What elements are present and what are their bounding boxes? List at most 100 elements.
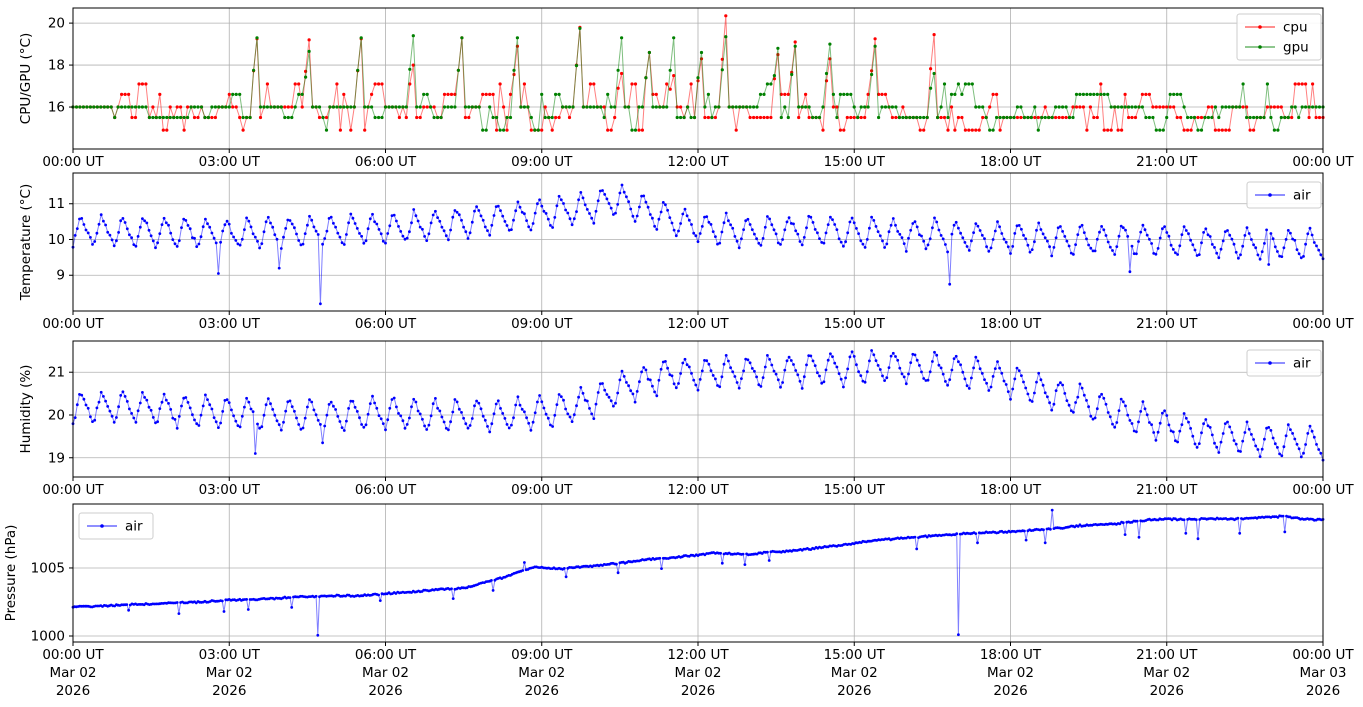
legend-marker-sample — [1258, 25, 1262, 29]
legend-air-temperature: air — [1246, 181, 1322, 209]
legend-label: air — [125, 519, 143, 535]
x-tick-date: Mar 02 — [831, 665, 878, 681]
panel-air-temperature: 00:00 UT 03:00 UT 06:00 UT 09:00 UT 12:00 UT… — [18, 172, 1354, 332]
legend-marker-sample — [1268, 193, 1272, 197]
y-tick-label: 19 — [48, 450, 65, 466]
x-tick-label: 09:00 UT — [511, 647, 573, 663]
x-tick-year: 2026 — [368, 683, 402, 699]
grid-air-pressure — [73, 504, 1323, 642]
grid-air-humidity — [73, 341, 1323, 477]
x-tick-label: 15:00 UT — [824, 482, 886, 498]
ticks-cpu-gpu-temperature — [69, 22, 1324, 153]
legend-label: cpu — [1283, 20, 1308, 36]
panel-cpu-gpu-temperature: 00:00 UT 03:00 UT 06:00 UT 09:00 UT 12:00 UT… — [18, 7, 1354, 170]
x-tick-label: 09:00 UT — [511, 316, 573, 332]
x-tick-date: Mar 02 — [1143, 665, 1190, 681]
x-tick-label: 21:00 UT — [1136, 316, 1198, 332]
y-tick-label: 20 — [48, 16, 65, 32]
y-tick-label: 20 — [48, 407, 65, 423]
x-tick-year: 2026 — [56, 683, 90, 699]
ticks-air-humidity — [69, 371, 1324, 481]
x-tick-year: 2026 — [525, 683, 559, 699]
panel-air-pressure: 00:00 UT Mar 02 2026 03:00 UT Mar 02 2026 06:0… — [3, 503, 1354, 699]
air-markers-air-temperature — [71, 183, 1325, 306]
x-tick-date: Mar 03 — [1300, 665, 1347, 681]
x-tick-date: Mar 02 — [675, 665, 722, 681]
x-tick-label: 12:00 UT — [667, 647, 729, 663]
x-tick-label: 09:00 UT — [511, 482, 573, 498]
x-tick-date: Mar 02 — [518, 665, 565, 681]
x-tick-label: 21:00 UT — [1136, 482, 1198, 498]
x-tick-year: 2026 — [681, 683, 715, 699]
x-tick-label: 03:00 UT — [199, 316, 261, 332]
x-tick-date: Mar 02 — [50, 665, 97, 681]
y-tick-label: 1000 — [31, 629, 65, 645]
x-tick-label: 15:00 UT — [824, 154, 886, 170]
x-tick-label: 03:00 UT — [199, 647, 261, 663]
panel-air-humidity: 00:00 UT 03:00 UT 06:00 UT 09:00 UT 12:00 UT… — [18, 340, 1354, 498]
y-axis-label-air-temperature: Temperature (°C) — [18, 184, 34, 302]
ticks-air-temperature — [69, 203, 1324, 315]
x-tick-date: Mar 02 — [362, 665, 409, 681]
x-tick-label: 06:00 UT — [355, 647, 417, 663]
x-tick-label: 00:00 UT — [42, 647, 104, 663]
legend-marker-sample — [1258, 45, 1262, 49]
x-tick-label: 00:00 UT — [1292, 647, 1354, 663]
legend-air-humidity: air — [1246, 349, 1322, 377]
x-tick-label: 00:00 UT — [1292, 482, 1354, 498]
legend-label: air — [1293, 356, 1311, 372]
x-tick-label: 12:00 UT — [667, 482, 729, 498]
x-tick-year: 2026 — [993, 683, 1027, 699]
x-tick-date: Mar 02 — [206, 665, 253, 681]
x-tick-label: 06:00 UT — [355, 482, 417, 498]
x-tick-label: 00:00 UT — [1292, 154, 1354, 170]
y-tick-label: 1005 — [31, 560, 65, 576]
grid-air-temperature — [73, 173, 1323, 311]
x-tick-label: 06:00 UT — [355, 316, 417, 332]
legend-cpu-gpu-temperature: cpu gpu — [1236, 13, 1322, 61]
legend-label: gpu — [1283, 40, 1309, 56]
x-tick-label: 15:00 UT — [824, 316, 886, 332]
x-tick-label: 12:00 UT — [667, 316, 729, 332]
x-tick-label: 21:00 UT — [1136, 647, 1198, 663]
x-tick-label: 18:00 UT — [980, 316, 1042, 332]
x-tick-label: 06:00 UT — [355, 154, 417, 170]
x-tick-label: 03:00 UT — [199, 482, 261, 498]
legend-marker-sample — [1268, 361, 1272, 365]
x-tick-label: 18:00 UT — [980, 647, 1042, 663]
x-tick-label: 09:00 UT — [511, 154, 573, 170]
x-tick-label: 00:00 UT — [42, 154, 104, 170]
x-tick-label: 12:00 UT — [667, 154, 729, 170]
y-axis-label-air-humidity: Humidity (%) — [18, 365, 34, 454]
y-tick-label: 18 — [48, 58, 65, 74]
x-tick-label: 00:00 UT — [42, 482, 104, 498]
legend-air-pressure: air — [78, 512, 154, 540]
air-markers-air-humidity — [71, 349, 1325, 462]
y-tick-label: 9 — [56, 268, 65, 284]
x-tick-label: 00:00 UT — [1292, 316, 1354, 332]
y-tick-label: 21 — [48, 365, 65, 381]
y-tick-label: 16 — [48, 100, 65, 116]
x-tick-label: 18:00 UT — [980, 154, 1042, 170]
y-tick-label: 10 — [48, 232, 65, 248]
x-tick-label: 00:00 UT — [42, 316, 104, 332]
x-tick-date: Mar 02 — [987, 665, 1034, 681]
legend-label: air — [1293, 188, 1311, 204]
x-tick-label: 21:00 UT — [1136, 154, 1198, 170]
x-tick-label: 15:00 UT — [824, 647, 886, 663]
air-markers-air-pressure — [71, 508, 1325, 637]
legend-marker-sample — [100, 524, 104, 528]
x-tick-year: 2026 — [212, 683, 246, 699]
x-tick-year: 2026 — [1306, 683, 1340, 699]
y-tick-label: 11 — [48, 196, 65, 212]
x-tick-label: 03:00 UT — [199, 154, 261, 170]
x-tick-year: 2026 — [1150, 683, 1184, 699]
y-axis-label-cpu-gpu-temperature: CPU/GPU (°C) — [18, 33, 34, 124]
x-tick-label: 18:00 UT — [980, 482, 1042, 498]
ticks-air-pressure — [69, 567, 1324, 646]
gpu-markers-cpu-gpu-temperature — [71, 26, 1325, 132]
x-tick-year: 2026 — [837, 683, 871, 699]
y-axis-label-air-pressure: Pressure (hPa) — [3, 525, 19, 622]
